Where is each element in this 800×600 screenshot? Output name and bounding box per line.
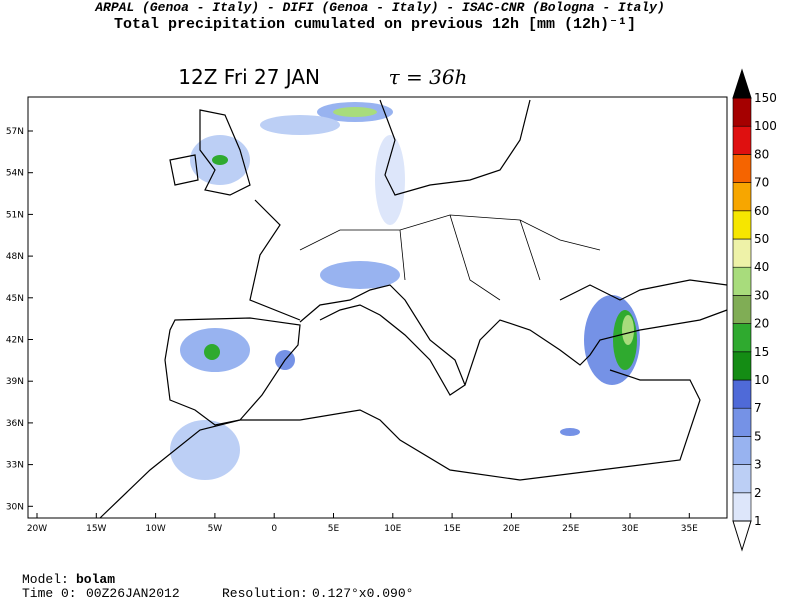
lon-label: 15E bbox=[444, 524, 461, 534]
resolution: 0.127°x0.090° bbox=[312, 586, 413, 600]
map-title: 12Z Fri 27 JAN bbox=[178, 65, 320, 89]
lon-label: 30E bbox=[621, 524, 638, 534]
colorbar-swatch bbox=[732, 295, 752, 324]
precipitation bbox=[170, 102, 640, 480]
colorbar-label: 60 bbox=[754, 204, 769, 218]
lon-label: 5E bbox=[328, 524, 340, 534]
colorbar-label: 40 bbox=[754, 260, 769, 274]
lat-label: 30N bbox=[6, 502, 24, 512]
lat-label: 54N bbox=[6, 169, 24, 179]
colorbar-label: 100 bbox=[754, 119, 777, 133]
colorbar-swatch bbox=[732, 182, 752, 212]
colorbar-top bbox=[732, 68, 752, 99]
lon-label: 10E bbox=[384, 524, 401, 534]
coastline bbox=[464, 309, 728, 386]
border bbox=[299, 214, 601, 301]
colorbar-label: 1 bbox=[754, 514, 762, 528]
colorbar-label: 7 bbox=[754, 401, 762, 415]
model-label: Model: bbox=[22, 572, 69, 587]
colorbar-label: 15 bbox=[754, 345, 769, 359]
colorbar-label: 70 bbox=[754, 176, 769, 190]
colorbar-swatch bbox=[732, 125, 752, 155]
colorbar-swatch bbox=[732, 492, 752, 522]
coastlines bbox=[99, 99, 728, 519]
colorbar-label: 80 bbox=[754, 147, 769, 161]
lon-label: 25E bbox=[562, 524, 579, 534]
coastline bbox=[99, 369, 701, 519]
colorbar: 1 2 3 5 7 10 15 20 30 40 50 60 70 80 100 150 bbox=[732, 68, 777, 552]
colorbar-swatch bbox=[732, 210, 752, 240]
coastline bbox=[379, 99, 531, 196]
lon-label: 15W bbox=[86, 524, 106, 534]
colorbar-label: 10 bbox=[754, 373, 769, 387]
precip-area bbox=[260, 115, 340, 135]
lat-label: 51N bbox=[6, 210, 24, 220]
precip-area bbox=[375, 135, 405, 225]
colorbar-swatch bbox=[732, 323, 752, 353]
colorbar-label: 50 bbox=[754, 232, 769, 246]
precip-area bbox=[320, 261, 400, 289]
lon-label: 0 bbox=[271, 524, 277, 534]
time: 00Z26JAN2012 bbox=[86, 586, 180, 600]
precip-area bbox=[212, 155, 228, 165]
coastline bbox=[249, 199, 301, 321]
colorbar-swatch bbox=[732, 154, 752, 183]
colorbar-swatch bbox=[732, 238, 752, 268]
colorbar-swatch bbox=[732, 266, 752, 296]
colorbar-swatch bbox=[732, 436, 752, 465]
lat-label: 57N bbox=[6, 127, 24, 137]
lon-label: 20W bbox=[27, 524, 47, 534]
map bbox=[27, 96, 728, 519]
map-tau: τ = 36h bbox=[389, 65, 468, 89]
lon-label: 5W bbox=[208, 524, 223, 534]
lon-label: 20E bbox=[503, 524, 520, 534]
colorbar-label: 5 bbox=[754, 429, 762, 443]
lat-label: 48N bbox=[6, 252, 24, 262]
precip-area bbox=[560, 428, 580, 436]
colorbar-label: 2 bbox=[754, 486, 762, 500]
colorbar-label: 150 bbox=[754, 91, 777, 105]
model: bolam bbox=[76, 572, 115, 587]
lat-label: 42N bbox=[6, 336, 24, 346]
resolution-label: Resolution: bbox=[222, 586, 308, 600]
colorbar-swatch bbox=[732, 407, 752, 437]
coastline bbox=[199, 109, 251, 196]
precip-area bbox=[333, 107, 377, 117]
precip-area bbox=[622, 315, 634, 345]
lat-label: 36N bbox=[6, 419, 24, 429]
time-label: Time 0: bbox=[22, 586, 77, 600]
lat-label: 33N bbox=[6, 461, 24, 471]
colorbar-bottom bbox=[732, 520, 752, 552]
colorbar-label: 30 bbox=[754, 288, 769, 302]
lat-label: 45N bbox=[6, 294, 24, 304]
coastline bbox=[299, 284, 466, 396]
precip-area bbox=[170, 420, 240, 480]
colorbar-swatch bbox=[732, 379, 752, 409]
colorbar-swatch bbox=[732, 351, 752, 381]
coastline bbox=[559, 279, 728, 301]
colorbar-label: 3 bbox=[754, 458, 762, 472]
product-title: Total precipitation cumulated on previou… bbox=[114, 16, 636, 33]
colorbar-swatch bbox=[732, 464, 752, 494]
lat-label: 39N bbox=[6, 377, 24, 387]
colorbar-label: 20 bbox=[754, 317, 769, 331]
coastline bbox=[169, 154, 199, 186]
credits: ARPAL (Genoa - Italy) - DIFI (Genoa - It… bbox=[94, 0, 665, 15]
lon-labels: 20W 15W 10W 5W 0 5E 10E 15E 20E 25E 30E 35E bbox=[27, 513, 698, 534]
lon-label: 35E bbox=[681, 524, 698, 534]
precip-area bbox=[204, 344, 220, 360]
lon-label: 10W bbox=[145, 524, 165, 534]
lat-labels: 57N 54N 51N 48N 45N 42N 39N 36N 33N 30N bbox=[6, 127, 33, 512]
colorbar-swatch bbox=[732, 97, 752, 127]
